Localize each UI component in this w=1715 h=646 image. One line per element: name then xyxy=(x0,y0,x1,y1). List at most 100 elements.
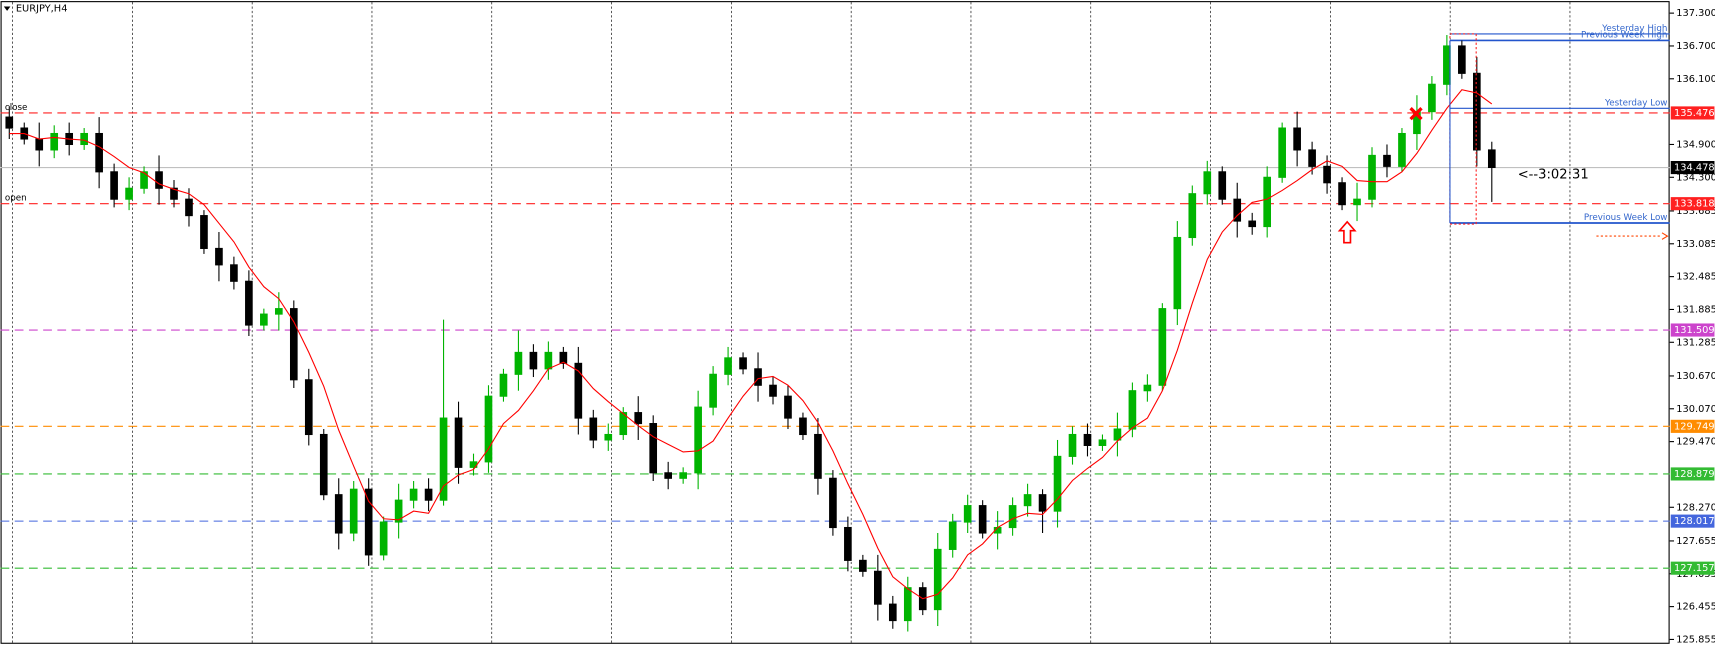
candle-body xyxy=(349,488,358,534)
candle-body xyxy=(1158,308,1167,386)
candle-body xyxy=(529,351,538,370)
candle-body xyxy=(649,423,658,474)
level-price-box xyxy=(1670,106,1715,120)
candle-body xyxy=(784,395,792,419)
candle-body xyxy=(364,488,373,556)
candle-body xyxy=(125,187,133,200)
candle-body xyxy=(1008,505,1017,529)
y-tick-label: 130.070 xyxy=(1676,404,1715,415)
candle-body xyxy=(185,198,193,217)
level-name: close xyxy=(5,103,28,113)
candle-body xyxy=(1038,494,1047,512)
candle-body xyxy=(140,171,148,189)
level-price-box xyxy=(1670,323,1715,337)
candle-body xyxy=(409,488,418,501)
candle-body xyxy=(724,357,732,375)
candle-body xyxy=(319,433,328,496)
candle-body xyxy=(1068,433,1077,457)
y-tick-label: 133.685 xyxy=(1676,206,1715,217)
level-price-label: 127.157 xyxy=(1674,563,1715,574)
candle-body xyxy=(589,417,598,441)
candle-body xyxy=(484,395,493,463)
candle-body xyxy=(1083,433,1092,446)
candle-body xyxy=(1428,83,1436,113)
candle-body xyxy=(334,494,343,534)
candle-body xyxy=(514,351,523,375)
candle-body xyxy=(844,526,852,561)
candle-body xyxy=(95,132,103,173)
y-tick-label: 125.855 xyxy=(1676,634,1715,645)
candle-body xyxy=(948,521,957,550)
candle-body xyxy=(170,187,178,200)
candle-body xyxy=(110,171,118,200)
candle-body xyxy=(80,132,88,146)
level-price-box xyxy=(1670,514,1715,528)
candle-body xyxy=(1173,236,1182,310)
candle-body xyxy=(829,477,837,529)
y-tick-label: 128.270 xyxy=(1676,502,1715,513)
candle-body xyxy=(903,587,912,622)
candle-body xyxy=(574,362,583,419)
candle-body xyxy=(559,351,568,364)
candle-body xyxy=(394,499,403,523)
candle-body xyxy=(454,417,463,468)
level-price-box xyxy=(1670,467,1715,481)
candle-body xyxy=(155,171,163,189)
range-label: Previous Week High xyxy=(1581,31,1667,41)
candle-body xyxy=(215,247,223,266)
candle-body xyxy=(275,308,283,315)
candle-body xyxy=(814,433,822,479)
level-price-label: 129.749 xyxy=(1674,421,1715,432)
candle-body xyxy=(978,505,987,534)
candle-body xyxy=(679,472,687,479)
candle-body xyxy=(424,488,433,501)
level-price-box xyxy=(1670,561,1715,575)
candle-body xyxy=(754,368,762,386)
projection-arrow xyxy=(1661,232,1669,240)
candle-body xyxy=(1098,439,1107,446)
candle-body xyxy=(694,406,702,474)
candle-body xyxy=(619,412,628,436)
level-price-label: 135.476 xyxy=(1674,108,1715,119)
candle-body xyxy=(35,138,44,151)
candle-body xyxy=(1248,220,1257,228)
candle-body xyxy=(1053,455,1062,512)
candle-body xyxy=(1023,494,1032,507)
level-price-label: 128.879 xyxy=(1674,469,1715,480)
level-price-box xyxy=(1670,419,1715,433)
moving-average xyxy=(9,89,1493,600)
buy-signal xyxy=(1337,220,1357,244)
candle-body xyxy=(1278,127,1286,178)
y-tick-label: 136.100 xyxy=(1676,74,1715,85)
candle-body xyxy=(664,472,673,479)
y-tick-label: 134.300 xyxy=(1676,172,1715,183)
y-tick-label: 126.455 xyxy=(1676,602,1715,613)
candle-body xyxy=(1458,45,1466,74)
bar-timer: <--3:02:31 xyxy=(1518,167,1589,182)
y-tick-label: 127.655 xyxy=(1676,536,1715,547)
range-label: Previous Week Low xyxy=(1584,213,1668,223)
candle-body xyxy=(50,132,59,151)
candle-body xyxy=(1443,45,1451,85)
candle-body xyxy=(260,313,268,326)
level-name: open xyxy=(5,194,27,204)
candle-body xyxy=(1218,171,1227,200)
y-tick-label: 134.900 xyxy=(1676,139,1715,150)
y-tick-label: 131.885 xyxy=(1676,304,1715,315)
candle-body xyxy=(304,379,313,436)
y-tick-label: 130.670 xyxy=(1676,371,1715,382)
candle-body xyxy=(1143,384,1152,392)
candle-body xyxy=(499,373,508,397)
sell-signal xyxy=(1409,107,1423,121)
level-price-label: 128.017 xyxy=(1674,516,1715,527)
y-tick-label: 133.085 xyxy=(1676,239,1715,250)
candle-body xyxy=(5,116,14,129)
current-price-label: 134.478 xyxy=(1674,163,1715,174)
range-label: Yesterday High xyxy=(1601,24,1667,34)
y-tick-label: 129.470 xyxy=(1676,437,1715,448)
candle-body xyxy=(799,417,807,436)
symbol-menu-icon xyxy=(3,6,11,11)
